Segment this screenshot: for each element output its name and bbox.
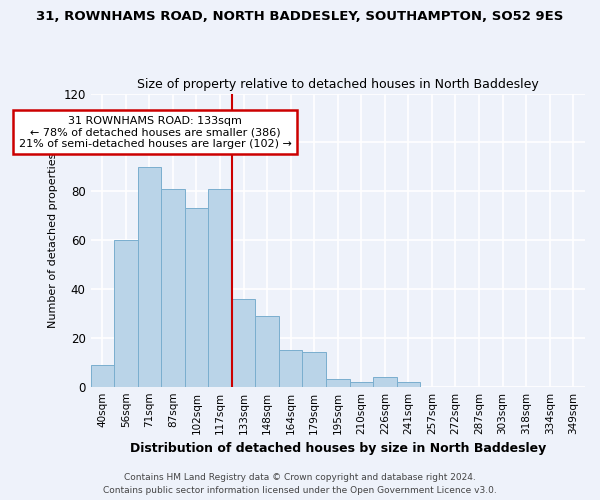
Y-axis label: Number of detached properties: Number of detached properties bbox=[48, 152, 58, 328]
Bar bbox=[302, 352, 326, 386]
Bar bbox=[91, 364, 114, 386]
Bar bbox=[137, 167, 161, 386]
Bar bbox=[161, 189, 185, 386]
Bar bbox=[185, 208, 208, 386]
Text: Contains HM Land Registry data © Crown copyright and database right 2024.
Contai: Contains HM Land Registry data © Crown c… bbox=[103, 473, 497, 495]
Bar bbox=[397, 382, 420, 386]
Bar bbox=[114, 240, 137, 386]
Text: 31 ROWNHAMS ROAD: 133sqm
← 78% of detached houses are smaller (386)
21% of semi-: 31 ROWNHAMS ROAD: 133sqm ← 78% of detach… bbox=[19, 116, 292, 148]
X-axis label: Distribution of detached houses by size in North Baddesley: Distribution of detached houses by size … bbox=[130, 442, 546, 455]
Title: Size of property relative to detached houses in North Baddesley: Size of property relative to detached ho… bbox=[137, 78, 539, 91]
Bar bbox=[373, 377, 397, 386]
Text: 31, ROWNHAMS ROAD, NORTH BADDESLEY, SOUTHAMPTON, SO52 9ES: 31, ROWNHAMS ROAD, NORTH BADDESLEY, SOUT… bbox=[37, 10, 563, 23]
Bar bbox=[208, 189, 232, 386]
Bar bbox=[326, 380, 350, 386]
Bar bbox=[232, 298, 256, 386]
Bar bbox=[279, 350, 302, 387]
Bar bbox=[350, 382, 373, 386]
Bar bbox=[256, 316, 279, 386]
